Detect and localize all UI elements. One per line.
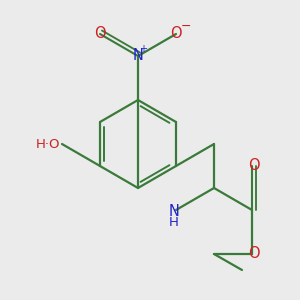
Text: O: O bbox=[94, 26, 106, 41]
Text: +: + bbox=[139, 44, 147, 54]
Text: N: N bbox=[133, 49, 143, 64]
Text: −: − bbox=[181, 20, 191, 32]
Text: H: H bbox=[169, 217, 179, 230]
Text: N: N bbox=[169, 205, 179, 220]
Text: O: O bbox=[248, 158, 260, 173]
Text: O: O bbox=[170, 26, 182, 41]
Text: O: O bbox=[248, 247, 260, 262]
Text: H·O: H·O bbox=[35, 137, 60, 151]
